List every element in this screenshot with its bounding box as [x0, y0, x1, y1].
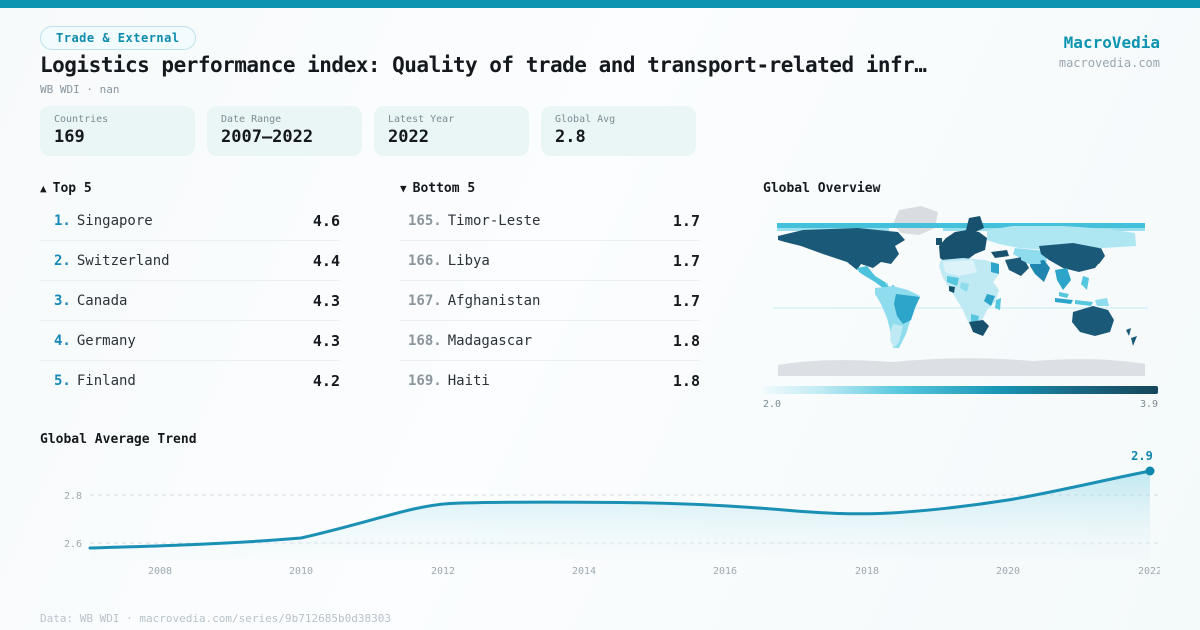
stat-label: Countries: [54, 114, 109, 125]
rank: 5.: [54, 373, 71, 389]
country-name: Madagascar: [447, 332, 533, 349]
map-scale-min-label: 2.0: [763, 399, 782, 410]
country-name: Afghanistan: [447, 292, 541, 309]
bottom5-list: 165. Timor-Leste 1.7 166. Libya 1.7 167.…: [400, 201, 700, 401]
score-value: 1.8: [672, 372, 700, 390]
trend-line: [88, 469, 1152, 550]
top-accent-bar: [0, 0, 1200, 8]
brand-name: MacroVedia: [1063, 33, 1160, 52]
table-row: 166. Libya 1.7: [400, 241, 700, 281]
rank: 2.: [54, 252, 71, 269]
table-row: 168. Madagascar 1.8: [400, 321, 700, 361]
country-name: Switzerland: [76, 252, 170, 269]
rank: 3.: [54, 292, 71, 309]
rank: 165.: [408, 212, 442, 229]
score-value: 1.7: [672, 211, 700, 230]
map-scale-max-label: 3.9: [1139, 399, 1158, 410]
page-subtitle: WB WDI · nan: [40, 83, 120, 96]
end-value-label: 2.9: [1131, 449, 1153, 463]
stat-card-global-avg: Global Avg 2.8: [541, 106, 696, 156]
rank: 169.: [408, 373, 442, 389]
stat-card-countries: Countries 169: [40, 106, 195, 156]
x-tick-label: 2008: [148, 566, 172, 577]
stat-value: 2022: [388, 127, 429, 147]
stat-card-date-range: Date Range 2007–2022: [207, 106, 362, 156]
score-value: 4.6: [312, 211, 340, 230]
x-tick-label: 2018: [855, 566, 879, 577]
country-name: Germany: [76, 332, 136, 349]
data-source-link[interactable]: Data: WB WDI · macrovedia.com/series/9b7…: [40, 612, 391, 625]
score-value: 4.3: [312, 331, 340, 350]
triangle-down-icon: ▼: [400, 182, 407, 195]
stat-value: 169: [54, 127, 85, 147]
stat-label: Global Avg: [555, 114, 616, 125]
x-tick-label: 2022: [1138, 566, 1160, 577]
category-badge: Trade & External: [40, 26, 196, 50]
brand-url-link[interactable]: macrovedia.com: [1058, 56, 1160, 70]
trend-end-point: [1145, 466, 1155, 476]
stat-label: Date Range: [221, 114, 282, 125]
score-value: 4.4: [312, 251, 340, 270]
rank: 1.: [54, 212, 71, 229]
country-name: Haiti: [447, 373, 490, 389]
country-name: Finland: [76, 373, 136, 389]
table-row: 165. Timor-Leste 1.7: [400, 201, 700, 241]
score-value: 1.7: [672, 291, 700, 310]
trend-chart-svg: 2.8 2.6 2.9 2008 2010 2012 2014 2016 201…: [64, 449, 1162, 577]
x-tick-label: 2014: [572, 566, 596, 577]
stat-card-latest-year: Latest Year 2022: [374, 106, 529, 156]
trend-line-chart: 2.8 2.6 2.9 2008 2010 2012 2014 2016 201…: [40, 448, 1162, 580]
rank: 166.: [408, 252, 442, 269]
world-choropleth-map: [763, 206, 1158, 378]
stat-value: 2007–2022: [221, 127, 314, 147]
country-name: Canada: [76, 292, 128, 309]
x-tick-label: 2012: [431, 566, 455, 577]
table-row: 4. Germany 4.3: [40, 321, 340, 361]
table-row: 167. Afghanistan 1.7: [400, 281, 700, 321]
rank: 4.: [54, 332, 71, 349]
country-name: Singapore: [76, 212, 153, 229]
trend-area: [90, 471, 1150, 560]
map-color-scale: [763, 386, 1158, 394]
bottom5-title: ▼ Bottom 5: [400, 181, 476, 196]
table-row: 2. Switzerland 4.4: [40, 241, 340, 281]
x-tick-label: 2016: [713, 566, 737, 577]
stat-label: Latest Year: [388, 114, 455, 125]
table-row: 169. Haiti 1.8: [400, 361, 700, 401]
x-tick-label: 2010: [289, 566, 313, 577]
stats-row: Countries 169 Date Range 2007–2022 Lates…: [40, 106, 696, 156]
triangle-up-icon: ▲: [40, 182, 47, 195]
table-row: 1. Singapore 4.6: [40, 201, 340, 241]
country-name: Timor-Leste: [447, 212, 541, 229]
world-map-svg: [773, 206, 1148, 376]
top5-list: 1. Singapore 4.6 2. Switzerland 4.4 3. C…: [40, 201, 340, 401]
trend-title: Global Average Trend: [40, 432, 197, 447]
map-title: Global Overview: [763, 181, 881, 196]
score-value: 4.3: [312, 291, 340, 310]
page-title: Logistics performance index: Quality of …: [40, 53, 927, 77]
country-name: Libya: [447, 252, 490, 269]
score-value: 1.7: [672, 251, 700, 270]
table-row: 3. Canada 4.3: [40, 281, 340, 321]
y-tick-label: 2.8: [64, 491, 82, 502]
rank: 167.: [408, 292, 442, 309]
top5-title: ▲ Top 5: [40, 181, 92, 196]
y-tick-label: 2.6: [64, 539, 82, 550]
rank: 168.: [408, 332, 442, 349]
score-value: 4.2: [312, 372, 340, 390]
table-row: 5. Finland 4.2: [40, 361, 340, 401]
x-tick-label: 2020: [996, 566, 1020, 577]
stat-value: 2.8: [555, 127, 586, 147]
score-value: 1.8: [672, 331, 700, 350]
